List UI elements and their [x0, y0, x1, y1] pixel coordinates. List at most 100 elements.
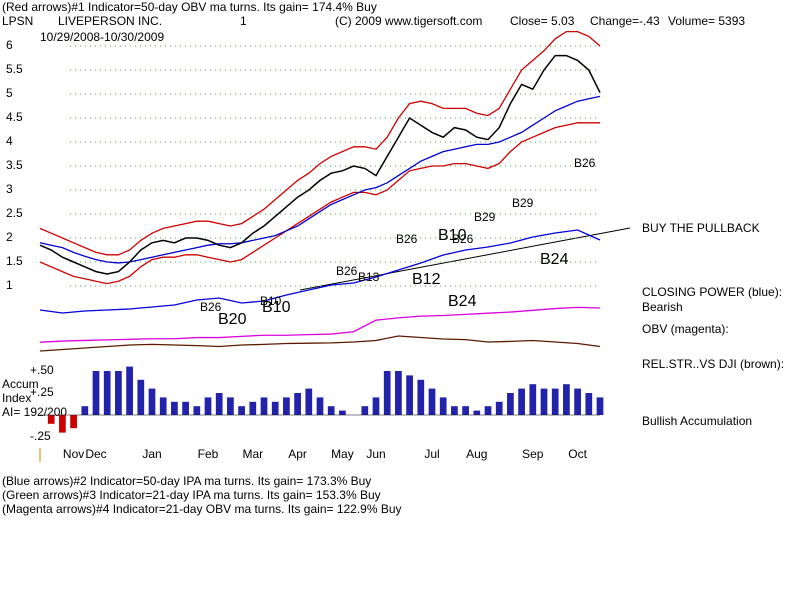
bar [327, 406, 335, 415]
bar [551, 388, 559, 415]
ticker: LPSN [2, 14, 33, 28]
series-line [39, 95, 601, 264]
company: LIVEPERSON INC. [58, 14, 162, 28]
x-tick-label: May [331, 447, 354, 461]
bar [507, 393, 514, 415]
signal-label: B13 [358, 270, 380, 284]
x-tick-label: Sep [522, 447, 544, 461]
bar [92, 371, 100, 415]
bar [406, 375, 413, 415]
bar [417, 379, 425, 415]
bar [395, 371, 402, 415]
bar [540, 388, 548, 415]
series-line [39, 30, 601, 256]
y-tick-label: 4 [6, 134, 13, 148]
bar [339, 410, 346, 415]
bar [495, 401, 503, 415]
series-line [39, 335, 601, 352]
bar [451, 406, 458, 415]
bar [249, 401, 257, 415]
y-tick-label: +.50 [30, 363, 54, 377]
label: Index [2, 391, 31, 405]
label: Accum [2, 377, 39, 391]
y-tick-label: 2 [6, 230, 13, 244]
signal-label: B24 [540, 251, 569, 268]
bar [148, 388, 156, 415]
signal-label: B10 [262, 299, 291, 316]
signal-label: B29 [474, 210, 496, 224]
label: Bullish Accumulation [642, 414, 752, 428]
bar [372, 397, 380, 415]
bar [439, 397, 447, 415]
series-line [39, 54, 601, 275]
bar [81, 406, 89, 415]
volume: Volume= 5393 [668, 14, 745, 28]
signal-label: B29 [512, 196, 534, 210]
number: 1 [240, 14, 247, 28]
x-tick-label: Jun [366, 447, 385, 461]
x-tick-label: Jan [142, 447, 161, 461]
label: Bearish [642, 300, 683, 314]
bar [361, 406, 369, 415]
bar [126, 366, 133, 415]
y-tick-label: 5.5 [6, 62, 23, 76]
y-tick-label: 3 [6, 182, 13, 196]
signal-label: B26 [396, 232, 418, 246]
bar [529, 384, 537, 415]
x-tick-label: Apr [288, 447, 307, 461]
signal-label: B26 [452, 232, 474, 246]
bar [171, 401, 178, 415]
signal-label: B26 [574, 156, 596, 170]
bar [115, 371, 122, 415]
x-tick-label: Feb [198, 447, 219, 461]
signal-label: B12 [412, 271, 441, 288]
bar [70, 415, 77, 429]
signal-label: B10 [260, 294, 282, 308]
x-tick-label: Oct [568, 447, 587, 461]
y-tick-label: 1 [6, 278, 13, 292]
bar [283, 397, 290, 415]
bar [383, 371, 391, 415]
series-line [39, 122, 600, 285]
footer-line: (Green arrows)#3 Indicator=21-day IPA ma… [2, 488, 381, 502]
bar [563, 384, 570, 415]
bar [215, 393, 223, 415]
footer-line: (Blue arrows)#2 Indicator=50-day IPA ma … [2, 474, 371, 488]
signal-label: B26 [336, 264, 358, 278]
bar [227, 397, 234, 415]
bar [518, 388, 525, 415]
bar [103, 371, 111, 415]
y-tick-label: 1.5 [6, 254, 23, 268]
y-tick-label: 4.5 [6, 110, 23, 124]
bar [260, 397, 268, 415]
x-tick-label: Dec [85, 447, 106, 461]
series-line [39, 229, 601, 314]
bar [585, 393, 593, 415]
y-tick-label: 2.5 [6, 206, 23, 220]
bar [271, 401, 279, 415]
label: OBV (magenta): [642, 322, 729, 336]
signal-label: B10 [438, 227, 467, 244]
bar [193, 406, 201, 415]
label: CLOSING POWER (blue): [642, 285, 782, 299]
bar [473, 410, 481, 415]
y-tick-label: 6 [6, 38, 13, 52]
date-range: 10/29/2008-10/30/2009 [40, 30, 164, 44]
change: Change=-.43 [590, 14, 660, 28]
copyright: (C) 2009 www.tigersoft.com [335, 14, 482, 28]
bar [484, 406, 492, 415]
signal-label: B20 [218, 311, 247, 328]
signal-label: B24 [448, 293, 477, 310]
bar [294, 393, 301, 415]
bar [316, 397, 324, 415]
y-tick-label: 3.5 [6, 158, 23, 172]
bar [596, 397, 604, 415]
header-line: (Red arrows)#1 Indicator=50-day OBV ma t… [2, 0, 377, 14]
footer-line: (Magenta arrows)#4 Indicator=21-day OBV … [2, 502, 402, 516]
bar [238, 406, 245, 415]
bar [204, 397, 212, 415]
bar [428, 388, 436, 415]
x-tick-label: Aug [466, 447, 487, 461]
label: BUY THE PULLBACK [642, 221, 760, 235]
